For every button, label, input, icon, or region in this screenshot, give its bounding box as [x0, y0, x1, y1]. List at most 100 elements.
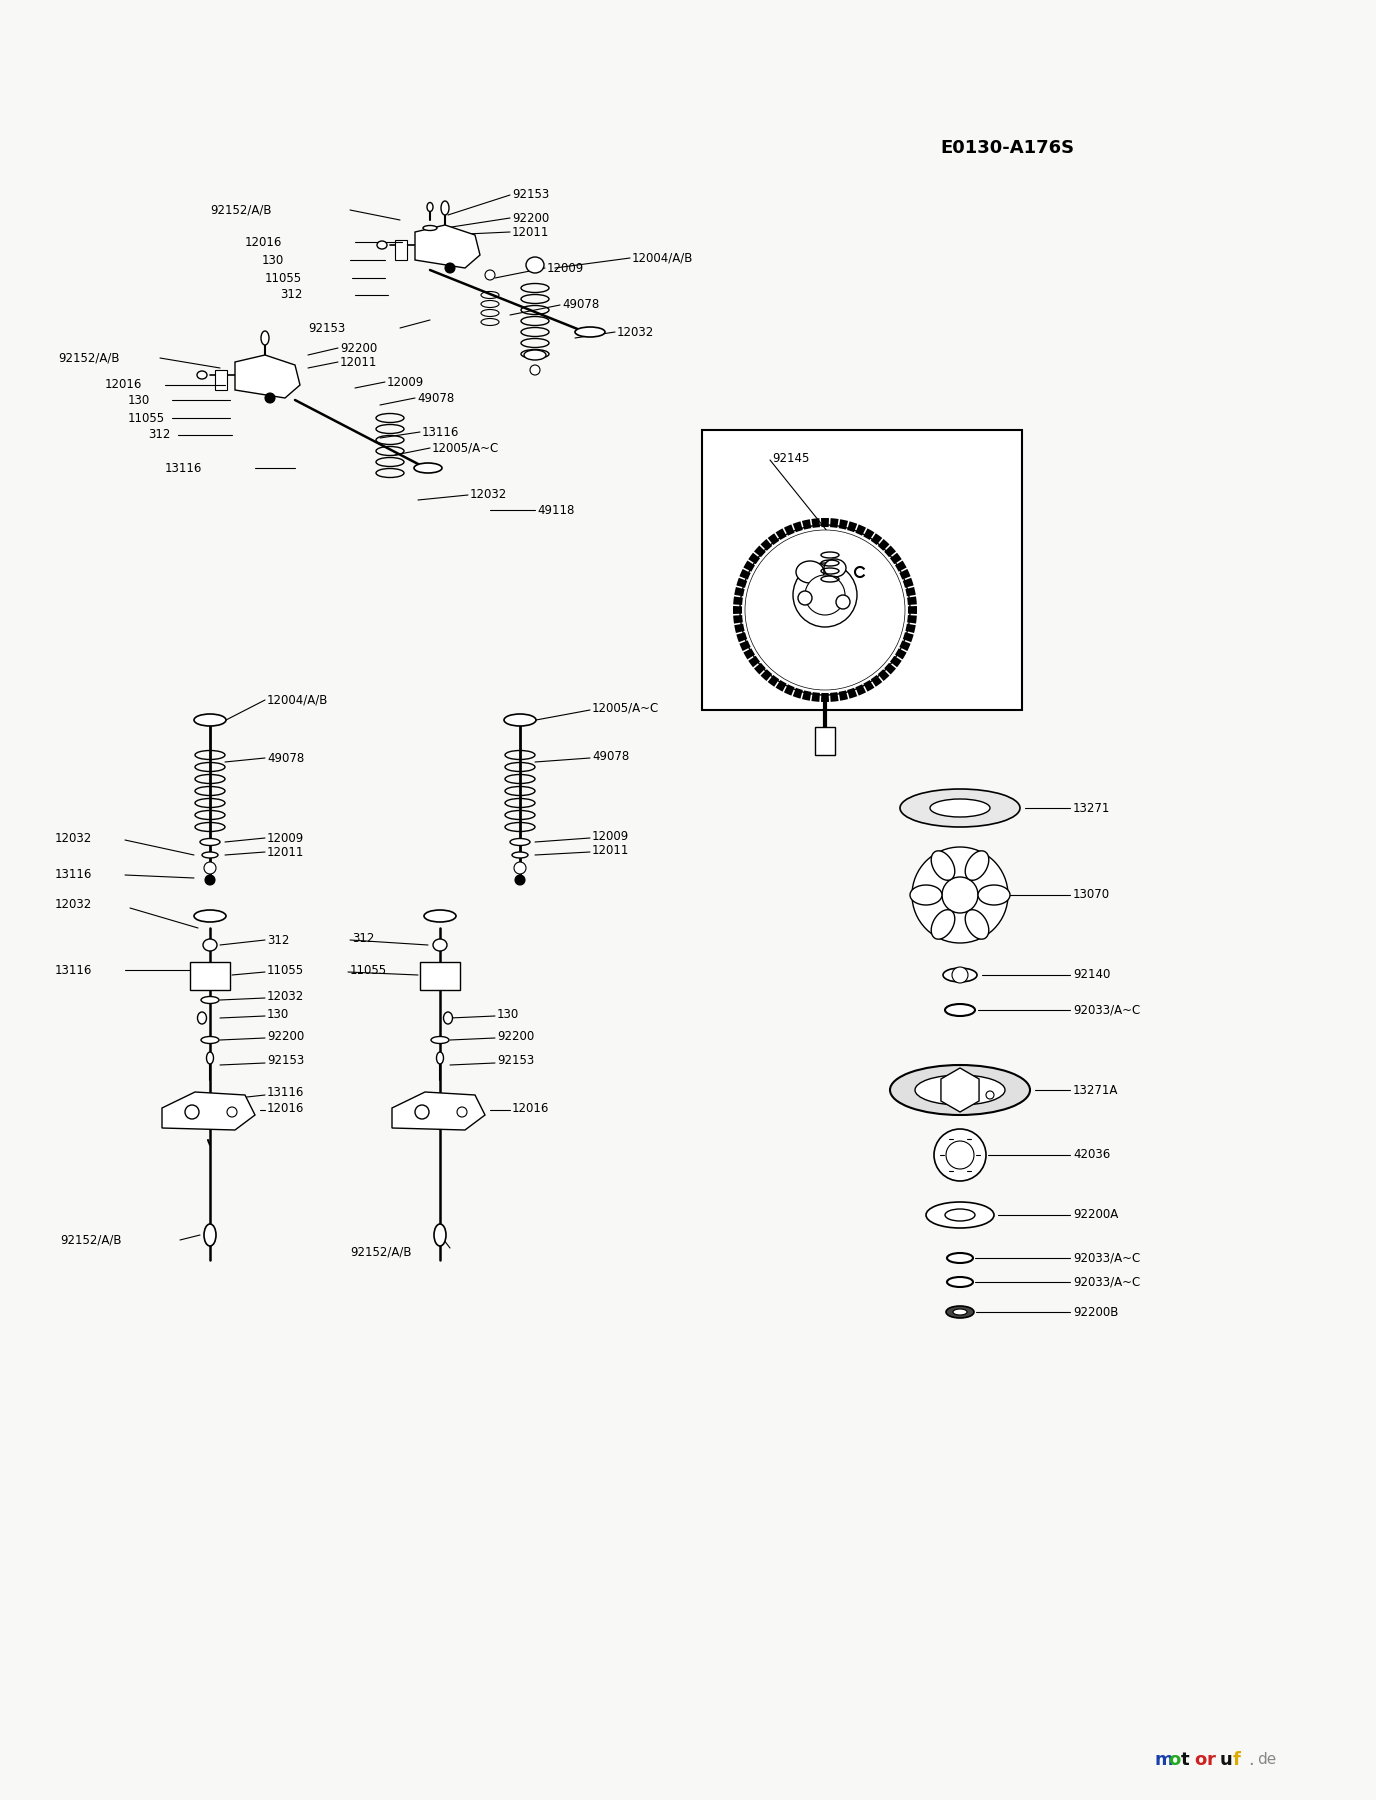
Wedge shape [736, 578, 747, 589]
Ellipse shape [204, 1224, 216, 1246]
Wedge shape [735, 623, 744, 634]
Bar [420, 961, 460, 990]
Text: 12016: 12016 [245, 236, 282, 248]
Bar [215, 371, 227, 391]
Text: u: u [1221, 1751, 1233, 1769]
Text: 12009: 12009 [592, 830, 629, 842]
Text: 92140: 92140 [1073, 968, 1110, 981]
Wedge shape [733, 596, 743, 605]
Wedge shape [743, 648, 755, 659]
Text: 12032: 12032 [267, 990, 304, 1003]
Wedge shape [885, 662, 896, 675]
Text: 312: 312 [149, 428, 171, 441]
Wedge shape [871, 675, 882, 688]
Circle shape [987, 1091, 993, 1100]
Ellipse shape [932, 851, 955, 880]
Ellipse shape [202, 851, 217, 859]
Text: 12011: 12011 [340, 356, 377, 369]
Text: 312: 312 [267, 934, 289, 947]
Text: .: . [1248, 1751, 1254, 1769]
Text: 130: 130 [267, 1008, 289, 1021]
Text: 130: 130 [261, 254, 285, 266]
Ellipse shape [414, 463, 442, 473]
Ellipse shape [926, 1202, 993, 1228]
Text: 12032: 12032 [55, 832, 92, 844]
Text: 12009: 12009 [267, 832, 304, 844]
Ellipse shape [433, 1224, 446, 1246]
Circle shape [793, 563, 857, 626]
Bar [815, 727, 835, 754]
Circle shape [740, 526, 910, 695]
Text: 11055: 11055 [266, 272, 303, 284]
Wedge shape [733, 616, 743, 623]
Text: E0130-A176S: E0130-A176S [940, 139, 1075, 157]
Ellipse shape [424, 911, 455, 922]
Text: 12004/A/B: 12004/A/B [632, 252, 694, 265]
Ellipse shape [504, 715, 537, 725]
Text: 12011: 12011 [267, 846, 304, 859]
Ellipse shape [197, 371, 206, 380]
Wedge shape [735, 587, 744, 596]
Text: 13116: 13116 [165, 461, 202, 475]
Wedge shape [739, 641, 751, 652]
Text: 92153: 92153 [308, 322, 345, 335]
Circle shape [416, 1105, 429, 1120]
Text: 92200B: 92200B [1073, 1305, 1119, 1318]
Circle shape [457, 1107, 466, 1118]
Ellipse shape [965, 909, 989, 940]
Circle shape [530, 365, 539, 374]
Ellipse shape [194, 715, 226, 725]
Ellipse shape [932, 909, 955, 940]
Circle shape [266, 392, 275, 403]
Text: de: de [1258, 1753, 1277, 1768]
Text: 12009: 12009 [548, 261, 585, 274]
Wedge shape [733, 607, 742, 614]
Wedge shape [856, 684, 866, 695]
Text: 12016: 12016 [512, 1102, 549, 1114]
Ellipse shape [954, 1280, 967, 1285]
Wedge shape [749, 553, 760, 563]
Circle shape [805, 574, 845, 616]
Polygon shape [416, 225, 480, 268]
Wedge shape [793, 688, 802, 698]
Wedge shape [856, 524, 866, 536]
Wedge shape [907, 616, 916, 623]
Circle shape [943, 877, 978, 913]
Text: 312: 312 [352, 932, 374, 945]
Wedge shape [776, 680, 787, 691]
Text: 12004/A/B: 12004/A/B [267, 693, 329, 706]
Text: m: m [1154, 1751, 1174, 1769]
Ellipse shape [200, 839, 220, 846]
Wedge shape [743, 560, 755, 572]
Wedge shape [878, 670, 889, 680]
Wedge shape [890, 553, 901, 563]
Circle shape [798, 590, 812, 605]
Wedge shape [754, 545, 766, 558]
Polygon shape [235, 355, 300, 398]
Text: f: f [1233, 1751, 1241, 1769]
Text: 13116: 13116 [267, 1087, 304, 1100]
Ellipse shape [795, 562, 824, 583]
Wedge shape [871, 533, 882, 545]
Polygon shape [162, 1093, 255, 1130]
Ellipse shape [526, 257, 544, 274]
Ellipse shape [201, 997, 219, 1004]
Circle shape [204, 862, 216, 875]
Wedge shape [830, 691, 838, 702]
Wedge shape [830, 518, 838, 527]
Ellipse shape [890, 1066, 1031, 1114]
Circle shape [912, 848, 1009, 943]
Ellipse shape [978, 886, 1010, 905]
Wedge shape [878, 538, 889, 551]
Ellipse shape [443, 1012, 453, 1024]
Ellipse shape [261, 331, 268, 346]
Text: 92152/A/B: 92152/A/B [58, 351, 120, 364]
Wedge shape [802, 518, 812, 529]
Ellipse shape [431, 1037, 449, 1044]
Circle shape [444, 263, 455, 274]
Ellipse shape [201, 1037, 219, 1044]
Ellipse shape [510, 839, 530, 846]
Ellipse shape [951, 1006, 969, 1013]
Text: 92153: 92153 [497, 1055, 534, 1067]
Text: 130: 130 [497, 1008, 519, 1021]
